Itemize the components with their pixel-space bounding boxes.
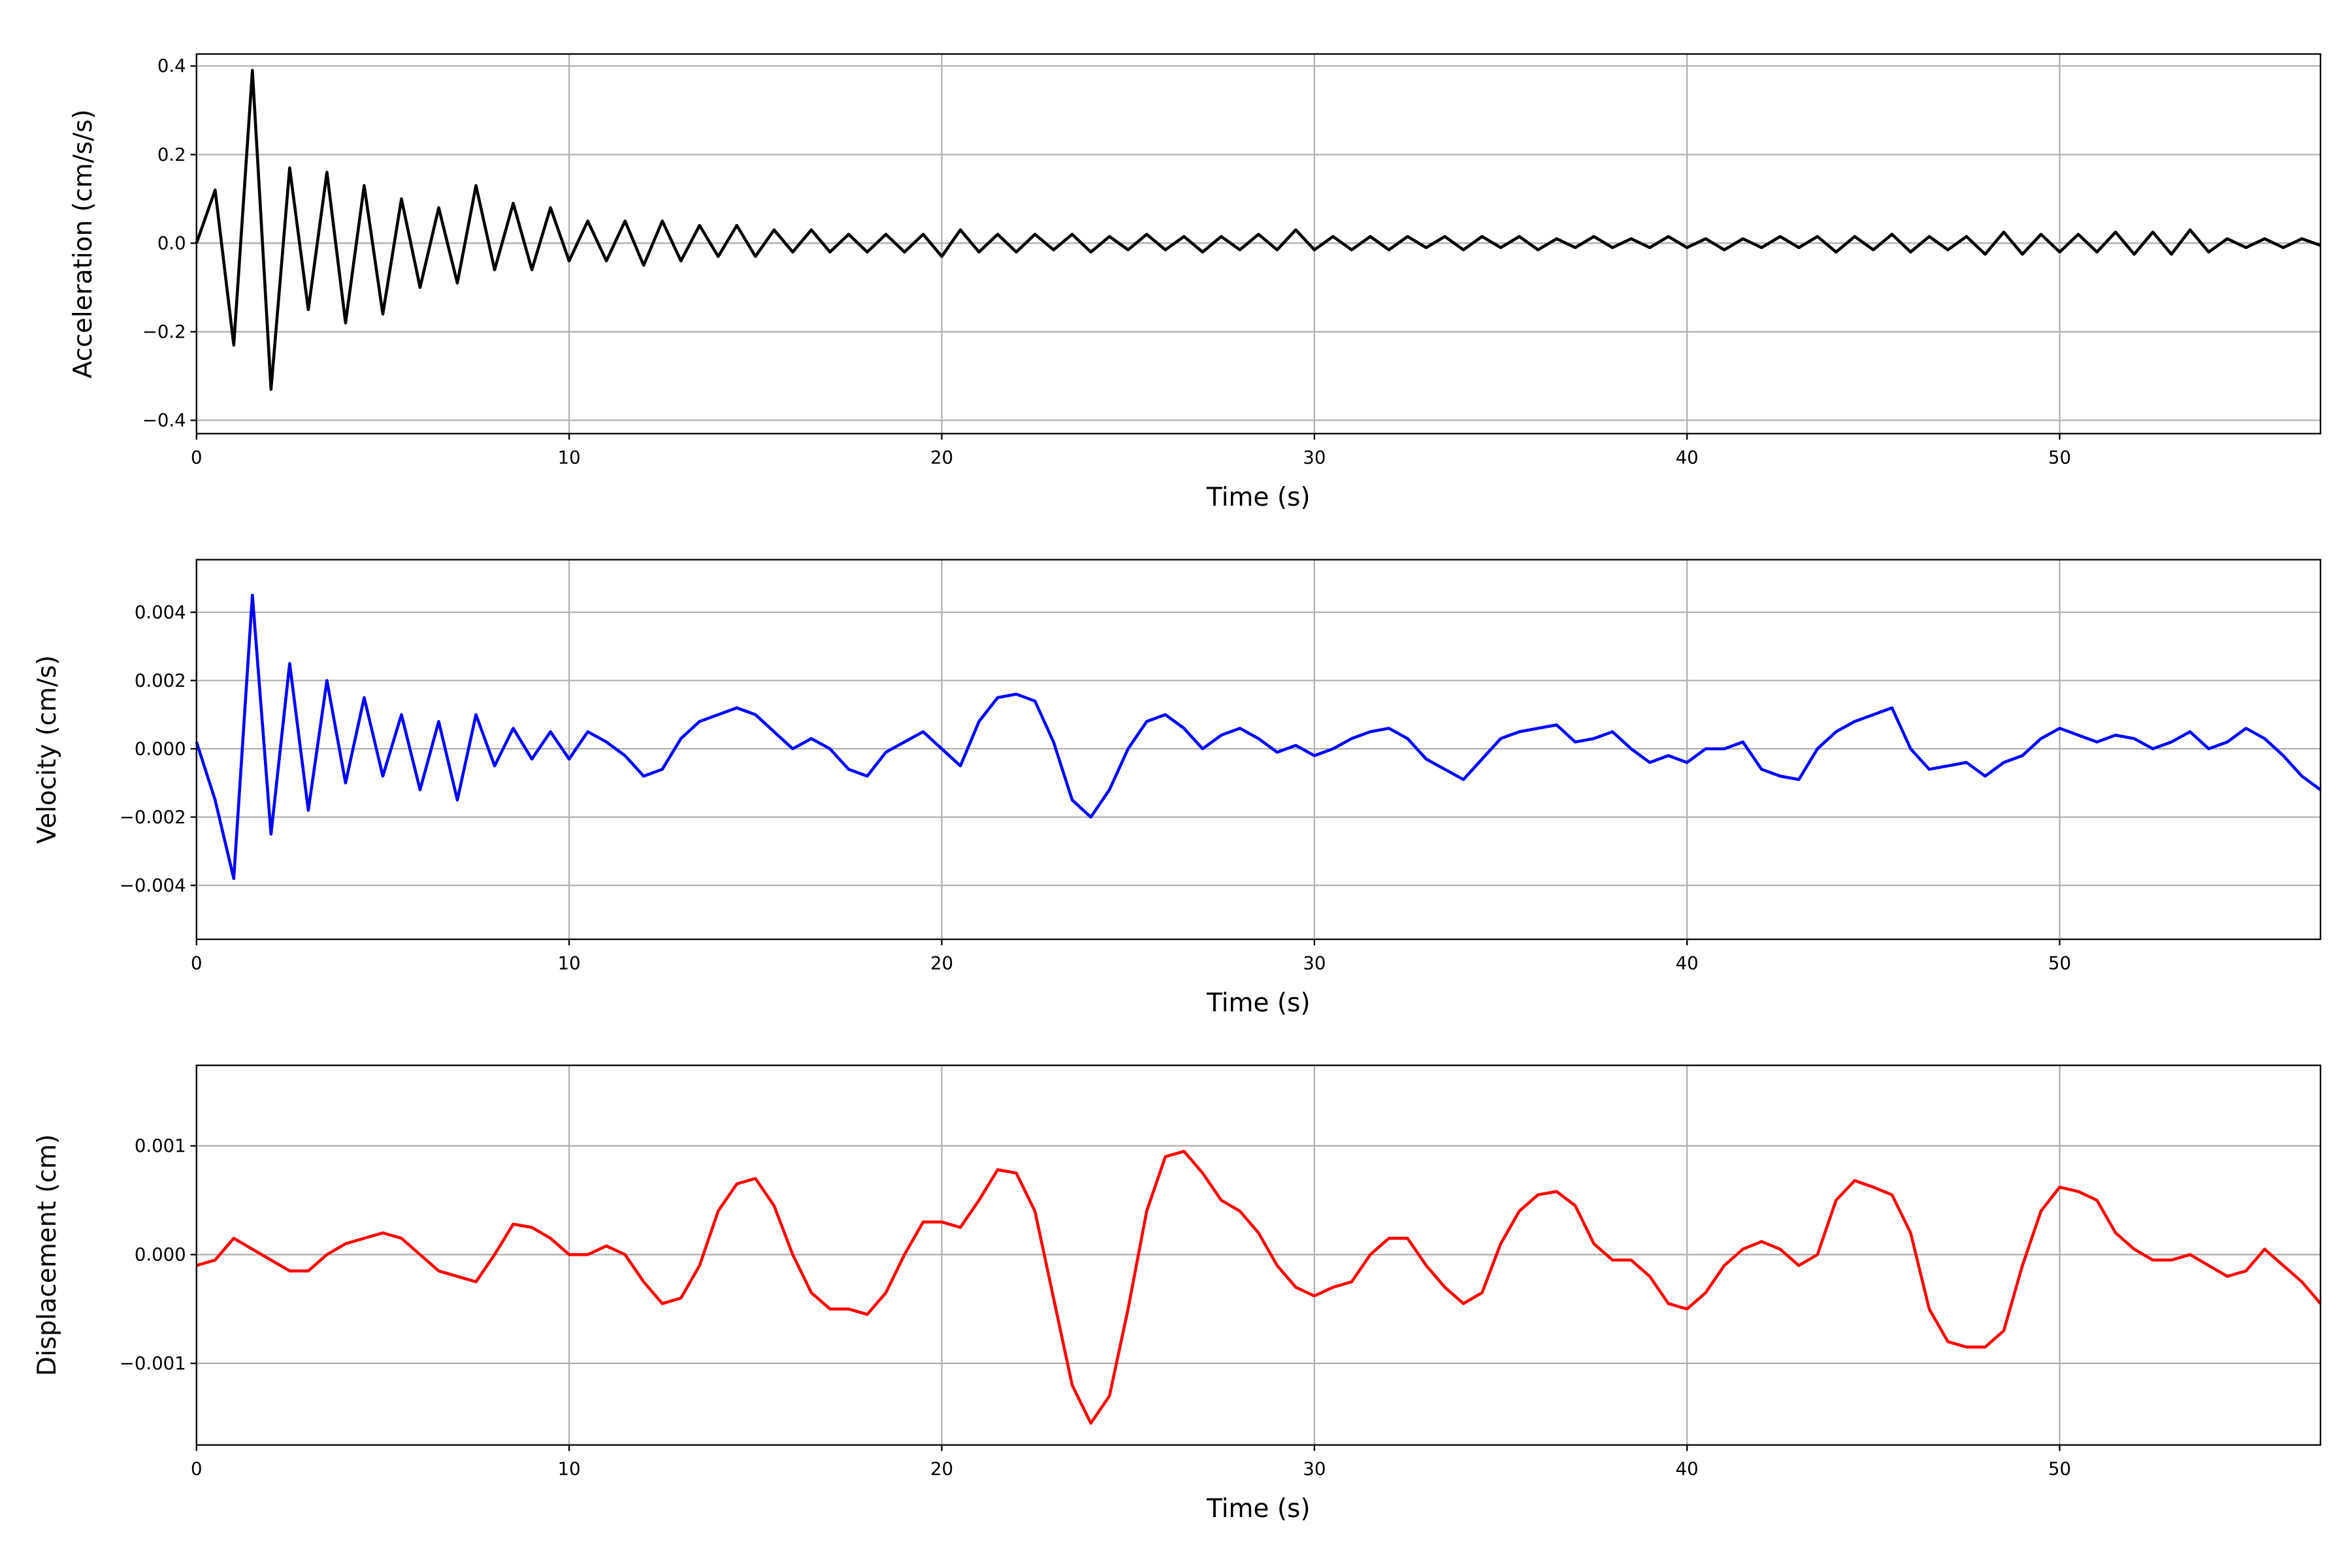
data-line [196, 1149, 2322, 1425]
x-tick-label: 0 [191, 953, 203, 974]
plot-frame [195, 53, 2321, 434]
y-axis-label: Displacement (cm) [33, 1134, 62, 1377]
plot-frame [195, 559, 2321, 940]
x-axis-label: Time (s) [1206, 483, 1311, 512]
x-tick-label: 0 [191, 1459, 203, 1480]
x-tick-label: 20 [930, 1459, 953, 1480]
x-tick-label: 30 [1303, 953, 1326, 974]
x-tick-label: 50 [2048, 953, 2071, 974]
x-tick-label: 10 [558, 1459, 581, 1480]
y-tick-label: −0.4 [142, 410, 186, 431]
x-axis-label: Time (s) [1206, 988, 1311, 1018]
y-axis-label: Velocity (cm/s) [33, 655, 62, 844]
y-tick-label: 0.004 [135, 602, 186, 623]
x-tick-label: 0 [191, 448, 203, 468]
y-axis-label: Acceleration (cm/s/s) [69, 109, 98, 378]
data-line [195, 593, 2322, 880]
y-tick-label: 0.001 [135, 1135, 186, 1156]
x-tick-label: 40 [1676, 1459, 1699, 1480]
x-tick-label: 50 [2048, 448, 2071, 468]
x-tick-label: 20 [930, 953, 953, 974]
x-tick-label: 20 [930, 448, 953, 468]
y-tick-label: 0.4 [157, 56, 186, 76]
x-tick-label: 30 [1303, 448, 1326, 468]
y-tick-label: −0.002 [120, 807, 186, 828]
y-tick-label: 0.000 [135, 738, 186, 759]
y-tick-label: 0.0 [157, 233, 186, 253]
y-tick-label: −0.001 [120, 1353, 186, 1374]
x-tick-label: 40 [1676, 448, 1699, 468]
y-tick-label: 0.2 [157, 144, 186, 165]
x-tick-label: 10 [558, 953, 581, 974]
y-tick-label: −0.004 [120, 875, 186, 896]
x-tick-label: 30 [1303, 1459, 1326, 1480]
x-tick-label: 50 [2048, 1459, 2071, 1480]
y-tick-label: 0.002 [135, 670, 186, 691]
x-tick-label: 40 [1676, 953, 1699, 974]
x-tick-label: 10 [558, 448, 581, 468]
y-tick-label: −0.2 [142, 321, 186, 342]
plot-frame [195, 1064, 2321, 1446]
x-axis-label: Time (s) [1206, 1494, 1311, 1524]
y-tick-label: 0.000 [135, 1244, 186, 1265]
data-line [195, 69, 2321, 391]
